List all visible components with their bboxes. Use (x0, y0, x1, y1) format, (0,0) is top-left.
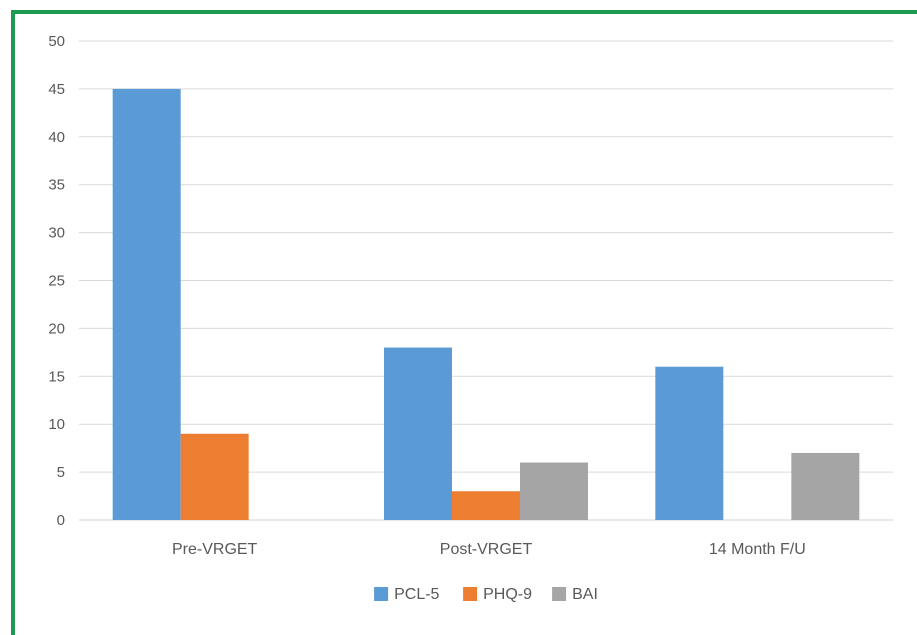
y-axis-ticks: 0 5 10 15 20 25 30 35 40 45 50 (48, 33, 65, 529)
bar-chart: 0 5 10 15 20 25 30 35 40 45 50 Pre-VRGET Post-VRGET… (48, 33, 893, 603)
y-tick-label: 30 (48, 225, 65, 242)
y-tick-label: 15 (48, 368, 65, 385)
y-tick-label: 20 (48, 320, 65, 337)
y-tick-label: 35 (48, 177, 65, 194)
bar-bai-2 (520, 462, 588, 520)
y-tick-label: 5 (57, 464, 65, 481)
bar-phq-9-2 (452, 491, 520, 520)
legend-swatch-bai (552, 587, 567, 601)
legend-label-bai: BAI (572, 586, 598, 603)
x-category-label: Pre-VRGET (172, 541, 258, 558)
x-category-label: Post-VRGET (440, 541, 533, 558)
x-category-label: 14 Month F/U (709, 541, 806, 558)
bar-pcl-5-3 (655, 366, 724, 520)
bar-phq-9-1 (180, 433, 249, 520)
y-tick-label: 10 (48, 416, 65, 433)
bars (112, 88, 860, 521)
bar-bai-3 (791, 452, 860, 520)
y-tick-label: 45 (48, 81, 65, 98)
y-tick-label: 0 (57, 512, 65, 529)
legend-swatch-pcl-5 (374, 587, 389, 601)
x-axis-categories: Pre-VRGET Post-VRGET 14 Month F/U (172, 541, 806, 558)
legend-label-phq-9: PHQ-9 (483, 586, 532, 603)
legend-swatch-phq-9 (463, 587, 478, 601)
y-tick-label: 25 (48, 273, 65, 290)
legend: PCL-5 PHQ-9 BAI (374, 586, 598, 603)
chart-frame: 0 5 10 15 20 25 30 35 40 45 50 Pre-VRGET Post-VRGET… (11, 10, 917, 635)
bar-pcl-5-1 (112, 88, 181, 521)
y-tick-label: 40 (48, 129, 65, 146)
legend-label-pcl-5: PCL-5 (394, 586, 439, 603)
bar-pcl-5-2 (384, 347, 452, 520)
y-tick-label: 50 (48, 33, 65, 50)
